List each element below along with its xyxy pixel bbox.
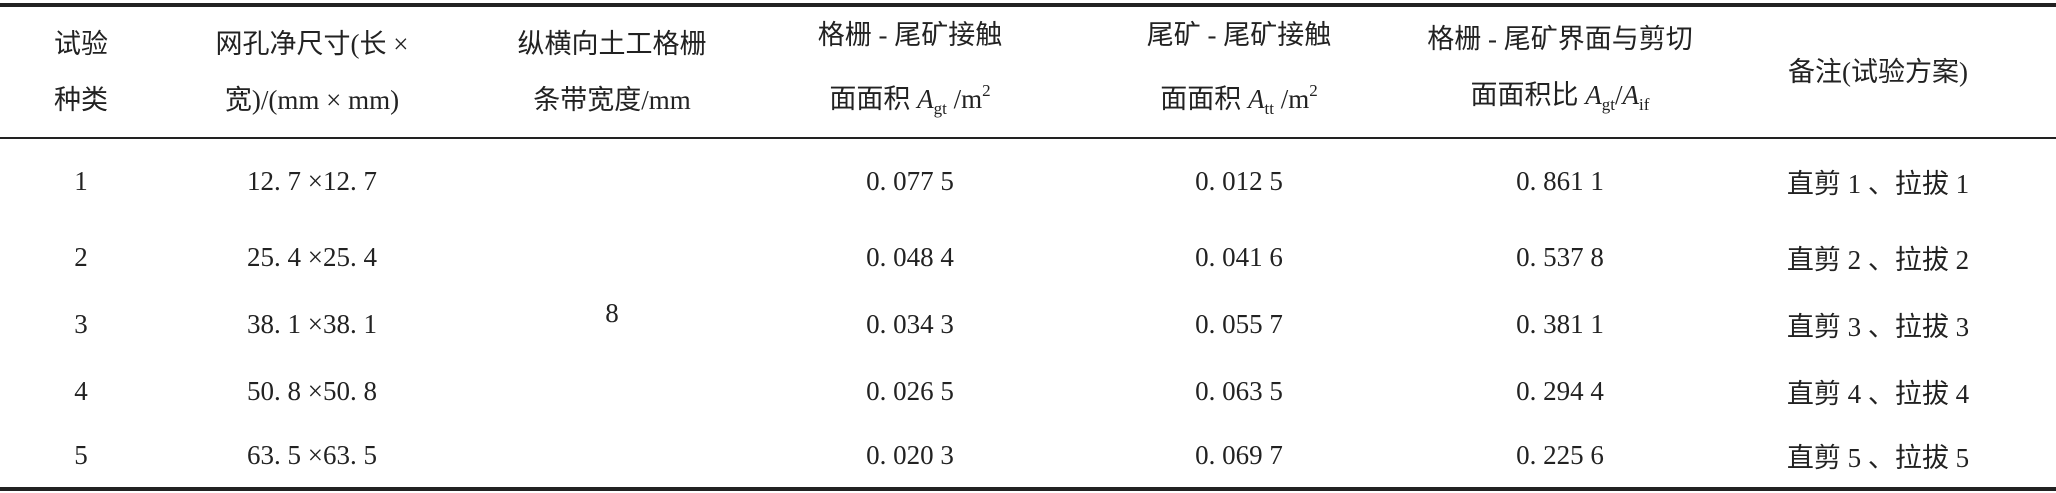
header-row: 试验 种类 网孔净尺寸(长 × 宽)/(mm × mm) 纵横向土工格栅 条带宽度/mm 格… xyxy=(0,5,2056,138)
table-cell: 0. 225 6 xyxy=(1516,440,1604,470)
header-text: A xyxy=(1585,80,1602,110)
table-cell: 0. 055 7 xyxy=(1195,309,1283,339)
table-cell: 5 xyxy=(74,440,88,470)
header-line: 纵横向土工格栅 xyxy=(462,16,762,72)
table-cell: 50. 8 ×50. 8 xyxy=(247,375,377,406)
table-header: 试验 种类 网孔净尺寸(长 × 宽)/(mm × mm) 纵横向土工格栅 条带宽度/mm 格… xyxy=(0,5,2056,138)
header-cell: 备注(试验方案) xyxy=(1700,5,2056,138)
header-text: 纵横向土工格栅 xyxy=(517,29,707,59)
table-body: 1 12. 7 ×12. 7 8 0. 077 5 0. 012 5 0. 861 1 直剪… xyxy=(0,138,2056,489)
table-row: 2 25. 4 ×25. 4 0. 048 4 0. 041 6 0. 537 8 直剪 … xyxy=(0,224,2056,291)
header-text: / xyxy=(1615,80,1623,110)
header-line: 面面积 Agt /m2 xyxy=(762,63,1058,137)
table-cell: 0. 034 3 xyxy=(866,309,954,339)
header-line: 宽)/(mm × mm) xyxy=(162,72,462,128)
header-cell: 格栅 - 尾矿接触面面积 Agt /m2 xyxy=(762,5,1058,138)
header-text: 面面积 xyxy=(1160,84,1249,114)
header-line: 尾矿 - 尾矿接触 xyxy=(1058,7,1420,63)
header-text: gt xyxy=(1601,95,1616,114)
table-cell: 1 xyxy=(74,166,88,196)
table-cell: 0. 048 4 xyxy=(866,242,954,272)
header-line: 面面积 Att /m2 xyxy=(1058,63,1420,137)
table-cell: 直剪 5 、拉拔 5 xyxy=(1786,443,1970,473)
table-cell: 0. 069 7 xyxy=(1195,440,1283,470)
table-cell: 0. 063 5 xyxy=(1195,375,1283,406)
header-text: 种类 xyxy=(54,85,108,115)
table-cell: 4 xyxy=(74,375,88,406)
header-line: 格栅 - 尾矿接触 xyxy=(762,7,1058,63)
table-cell: 0. 020 3 xyxy=(866,440,954,470)
table-cell: 0. 537 8 xyxy=(1516,242,1604,272)
header-line: 面面积比 Agt/Aif xyxy=(1420,67,1700,133)
table-cell: 25. 4 ×25. 4 xyxy=(247,242,377,272)
table-cell: 直剪 3 、拉拔 3 xyxy=(1786,312,1970,342)
page: 试验 种类 网孔净尺寸(长 × 宽)/(mm × mm) 纵横向土工格栅 条带宽度/mm 格… xyxy=(0,3,2056,493)
header-text: 试验 xyxy=(54,29,108,59)
header-line: 试验 xyxy=(0,16,162,72)
header-text: /m xyxy=(946,84,983,114)
header-text: gt xyxy=(933,99,947,118)
table-cell: 0. 294 4 xyxy=(1516,375,1604,406)
header-text: 2 xyxy=(982,81,991,100)
data-table: 试验 种类 网孔净尺寸(长 × 宽)/(mm × mm) 纵横向土工格栅 条带宽度/mm 格… xyxy=(0,3,2056,491)
header-text: A xyxy=(1248,84,1265,114)
header-line: 格栅 - 尾矿界面与剪切 xyxy=(1420,11,1700,67)
header-line: 条带宽度/mm xyxy=(462,72,762,128)
table-cell: 直剪 2 、拉拔 2 xyxy=(1786,245,1970,275)
table-cell: 0. 381 1 xyxy=(1516,309,1604,339)
header-text: 备注(试验方案) xyxy=(1788,57,1968,87)
table-cell: 2 xyxy=(74,242,88,272)
header-text: 面面积比 xyxy=(1470,80,1586,110)
table-cell: 直剪 4 、拉拔 4 xyxy=(1786,378,1970,409)
header-text: /m xyxy=(1273,84,1310,114)
header-text: 条带宽度/mm xyxy=(533,85,691,115)
table-cell: 0. 026 5 xyxy=(866,375,954,406)
header-text: 网孔净尺寸(长 × xyxy=(215,29,409,59)
header-cell: 格栅 - 尾矿界面与剪切 面面积比 Agt/Aif xyxy=(1420,5,1700,138)
table-cell: 0. 041 6 xyxy=(1195,242,1283,272)
header-line: 备注(试验方案) xyxy=(1700,44,2056,100)
header-text: A xyxy=(1622,80,1640,110)
table-cell: 38. 1 ×38. 1 xyxy=(247,309,377,339)
header-line: 种类 xyxy=(0,72,162,128)
header-cell: 试验 种类 xyxy=(0,5,162,138)
header-text: tt xyxy=(1264,99,1274,118)
header-text: 格栅 - 尾矿接触 xyxy=(817,20,1003,50)
table-row: 5 63. 5 ×63. 5 0. 020 3 0. 069 7 0. 225 6 直剪 … xyxy=(0,424,2056,489)
table-cell: 0. 012 5 xyxy=(1195,166,1283,196)
header-cell: 尾矿 - 尾矿接触面面积 Att /m2 xyxy=(1058,5,1420,138)
table-row: 4 50. 8 ×50. 8 0. 026 5 0. 063 5 0. 294 4 直剪 … xyxy=(0,358,2056,424)
header-cell: 网孔净尺寸(长 × 宽)/(mm × mm) xyxy=(162,5,462,138)
table-cell: 12. 7 ×12. 7 xyxy=(247,166,377,196)
header-text: A xyxy=(917,84,934,114)
header-text: 格栅 - 尾矿界面与剪切 xyxy=(1427,24,1693,54)
table-cell: 0. 861 1 xyxy=(1516,166,1604,196)
table-row: 3 38. 1 ×38. 1 0. 034 3 0. 055 7 0. 381 1 直剪 … xyxy=(0,291,2056,358)
header-text: 面面积 xyxy=(829,84,918,114)
header-text: if xyxy=(1639,95,1650,114)
header-text: 2 xyxy=(1309,81,1318,100)
header-text: 宽)/(mm × mm) xyxy=(224,85,400,115)
table-cell: 0. 077 5 xyxy=(866,166,954,196)
header-cell: 纵横向土工格栅 条带宽度/mm xyxy=(462,5,762,138)
table-row: 1 12. 7 ×12. 7 8 0. 077 5 0. 012 5 0. 861 1 直剪… xyxy=(0,138,2056,328)
merged-cell: 8 xyxy=(605,297,619,328)
table-cell: 63. 5 ×63. 5 xyxy=(247,440,377,470)
header-text: 尾矿 - 尾矿接触 xyxy=(1146,20,1332,50)
table-cell: 直剪 1 、拉拔 1 xyxy=(1786,169,1970,199)
table-cell: 3 xyxy=(74,309,88,339)
header-line: 网孔净尺寸(长 × xyxy=(162,16,462,72)
